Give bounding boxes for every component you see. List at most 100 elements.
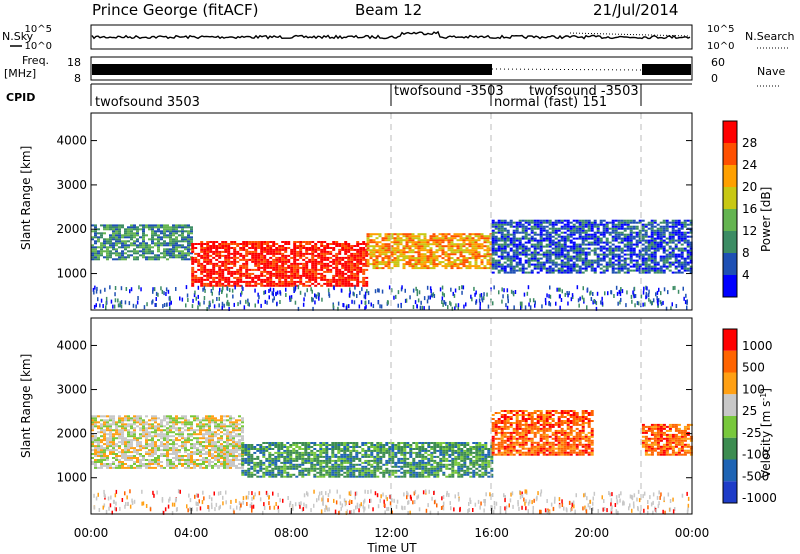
heatmap-cell	[429, 237, 433, 240]
heatmap-cell	[450, 257, 454, 260]
heatmap-cell	[142, 224, 145, 227]
heatmap-cell	[500, 221, 504, 224]
heatmap-cell	[326, 264, 330, 267]
heatmap-cell	[281, 256, 285, 259]
heatmap-cell	[626, 241, 630, 244]
heatmap-cell	[281, 264, 285, 267]
heatmap-cell	[245, 252, 249, 255]
heatmap-cell	[218, 268, 222, 271]
heatmap-cell	[438, 249, 442, 252]
heatmap-cell	[674, 223, 678, 226]
heatmap-cell	[503, 241, 507, 244]
heatmap-cell	[154, 447, 157, 450]
heatmap-cell	[638, 237, 642, 240]
heatmap-cell	[214, 427, 217, 430]
heatmap-cell	[465, 259, 469, 262]
colorbar-tick-label: 16	[742, 202, 757, 216]
heatmap-cell	[248, 258, 252, 261]
heatmap-cell	[494, 231, 498, 234]
heatmap-cell	[214, 431, 217, 434]
heatmap-cell	[491, 245, 495, 248]
heatmap-cell	[396, 255, 400, 258]
heatmap-cell	[468, 243, 472, 246]
heatmap-cell	[584, 225, 588, 228]
heatmap-cell	[121, 463, 124, 465]
heatmap-cell	[659, 259, 663, 262]
heatmap-cell	[665, 306, 668, 311]
heatmap-cell	[509, 247, 513, 250]
heatmap-cell	[453, 265, 457, 268]
noise-left-tick-bottom: 10^0	[25, 41, 52, 52]
heatmap-cell	[163, 429, 166, 432]
heatmap-cell	[366, 259, 370, 262]
heatmap-cell	[533, 249, 537, 252]
heatmap-cell	[278, 268, 282, 271]
heatmap-cell	[497, 231, 501, 234]
heatmap-cell	[127, 445, 130, 448]
heatmap-cell	[109, 423, 112, 426]
heatmap-cell	[136, 437, 139, 440]
heatmap-cell	[106, 246, 109, 249]
heatmap-cell	[214, 425, 217, 428]
heatmap-cell	[680, 233, 684, 236]
heatmap-cell	[287, 258, 291, 261]
heatmap-cell	[266, 258, 270, 261]
heatmap-cell	[124, 256, 127, 259]
heatmap-cell	[103, 419, 106, 422]
heatmap-cell	[500, 269, 504, 272]
heatmap-cell	[323, 282, 327, 285]
heatmap-cell	[100, 252, 103, 255]
heatmap-cell	[175, 455, 178, 457]
heatmap-cell	[181, 455, 184, 457]
heatmap-cell	[175, 242, 178, 245]
heatmap-cell	[212, 245, 216, 247]
heatmap-cell	[212, 268, 216, 271]
heatmap-cell	[97, 425, 100, 428]
heatmap-cell	[353, 245, 357, 247]
heatmap-cell	[248, 280, 252, 283]
heatmap-cell	[172, 431, 175, 434]
heatmap-cell	[223, 453, 226, 455]
heatmap-cell	[178, 433, 181, 436]
heatmap-cell	[384, 249, 388, 252]
heatmap-cell	[489, 261, 493, 264]
heatmap-cell	[124, 246, 127, 249]
heatmap-cell	[257, 274, 261, 277]
heatmap-cell	[110, 299, 113, 304]
heatmap-cell	[166, 429, 169, 432]
heatmap-cell	[145, 463, 148, 465]
heatmap-cell	[479, 293, 481, 298]
heatmap-cell	[677, 233, 681, 236]
heatmap-cell	[284, 284, 288, 287]
heatmap-cell	[474, 251, 478, 254]
heatmap-cell	[592, 292, 594, 296]
heatmap-cell	[581, 223, 585, 226]
heatmap-cell	[112, 439, 115, 442]
heatmap-cell	[509, 223, 513, 226]
heatmap-cell	[527, 285, 530, 290]
heatmap-cell	[623, 239, 627, 242]
heatmap-cell	[614, 231, 618, 234]
heatmap-cell	[620, 227, 624, 230]
heatmap-cell	[668, 251, 672, 254]
heatmap-cell	[100, 246, 103, 249]
colorbar-segment	[723, 121, 737, 143]
heatmap-cell	[608, 245, 612, 248]
heatmap-cell	[341, 284, 345, 287]
heatmap-cell	[605, 249, 609, 252]
heatmap-cell	[209, 241, 213, 243]
heatmap-cell	[641, 247, 645, 250]
heatmap-cell	[151, 232, 154, 235]
heatmap-cell	[296, 266, 300, 269]
heatmap-cell	[215, 254, 219, 257]
heatmap-cell	[539, 233, 543, 236]
heatmap-cell	[605, 229, 609, 232]
heatmap-cell	[500, 253, 504, 256]
heatmap-cell	[227, 280, 231, 283]
heatmap-cell	[245, 276, 249, 279]
heatmap-cell	[393, 253, 397, 256]
heatmap-cell	[279, 300, 281, 304]
heatmap-cell	[551, 225, 555, 228]
heatmap-cell	[97, 236, 100, 239]
heatmap-cell	[426, 259, 430, 262]
